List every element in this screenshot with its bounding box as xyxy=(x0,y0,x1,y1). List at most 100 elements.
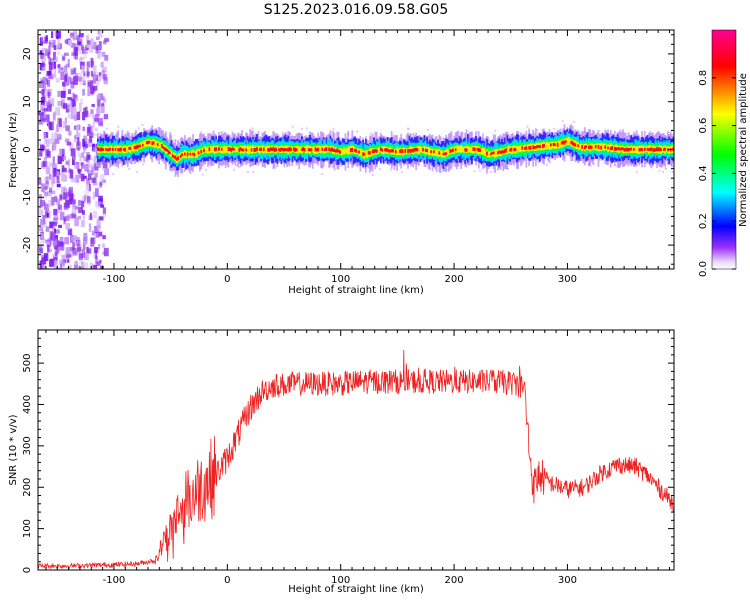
noise-speckle xyxy=(78,32,84,38)
band-speckle xyxy=(536,129,539,132)
spectral-band-cell xyxy=(166,148,169,152)
spectral-band-cell xyxy=(140,141,143,149)
spectral-band-cell xyxy=(601,143,604,150)
noise-speckle xyxy=(70,111,76,120)
noise-speckle xyxy=(90,125,93,135)
spectral-band-cell xyxy=(575,141,578,149)
spectral-band-cell xyxy=(632,148,635,151)
noise-speckle xyxy=(76,132,81,138)
spectral-band-cell xyxy=(577,144,579,148)
noise-speckle xyxy=(54,138,60,144)
spectrogram-xlabel: Height of straight line (km) xyxy=(288,285,424,296)
spectral-band-cell xyxy=(562,140,564,145)
noise-speckle xyxy=(51,31,54,39)
noise-speckle xyxy=(80,173,85,182)
spectral-band-cell xyxy=(396,147,399,156)
spectral-band-cell xyxy=(294,147,296,152)
spectral-band-cell xyxy=(604,145,607,149)
noise-speckle xyxy=(103,114,109,120)
noise-speckle xyxy=(57,106,61,116)
band-speckle xyxy=(379,167,382,170)
noise-speckle xyxy=(58,224,62,228)
noise-speckle xyxy=(77,239,81,246)
spectral-band-cell xyxy=(234,147,237,153)
noise-speckle xyxy=(51,98,55,105)
band-speckle xyxy=(494,129,497,132)
spectral-band-cell xyxy=(544,143,547,150)
spectral-band-cell xyxy=(639,148,642,152)
spectral-band-cell xyxy=(343,147,345,155)
spectral-band-cell xyxy=(152,141,155,145)
noise-speckle xyxy=(48,248,53,253)
noise-speckle xyxy=(93,147,98,153)
spectral-band-cell xyxy=(126,146,129,152)
spectral-band-cell xyxy=(434,149,437,157)
noise-speckle xyxy=(59,236,64,246)
spectral-band-cell xyxy=(325,147,328,151)
spectral-band-cell xyxy=(163,147,166,151)
noise-speckle xyxy=(97,99,101,108)
y-tick-label: 100 xyxy=(22,519,33,538)
noise-speckle xyxy=(40,40,46,44)
noise-speckle xyxy=(46,48,50,52)
spectral-band-cell xyxy=(267,148,269,152)
noise-speckle xyxy=(47,238,53,246)
noise-speckle xyxy=(41,47,47,56)
noise-speckle xyxy=(57,100,62,106)
noise-speckle xyxy=(92,176,98,186)
noise-speckle xyxy=(79,102,82,112)
spectral-band-cell xyxy=(125,145,128,154)
noise-speckle xyxy=(48,99,52,108)
colorbar-ticks: 0.0 0.2 0.4 0.6 0.8 xyxy=(698,70,736,277)
spectral-band-cell xyxy=(466,146,469,153)
noise-speckle xyxy=(68,103,72,112)
spectral-band-cell xyxy=(522,145,525,152)
band-speckle xyxy=(300,127,303,130)
noise-speckle xyxy=(88,223,92,232)
spectral-band-cell xyxy=(117,148,120,152)
noise-speckle xyxy=(63,53,66,60)
noise-speckle xyxy=(69,143,74,152)
noise-speckle xyxy=(68,194,74,201)
band-speckle xyxy=(251,127,254,130)
spectral-band-cell xyxy=(588,145,590,149)
noise-speckle xyxy=(80,200,85,208)
noise-speckle xyxy=(94,188,99,197)
noise-speckle xyxy=(100,61,104,68)
noise-speckle xyxy=(74,163,79,169)
band-speckle xyxy=(234,164,237,167)
noise-speckle xyxy=(53,215,59,221)
noise-speckle xyxy=(90,70,94,77)
spectral-band-cell xyxy=(530,143,533,151)
spectral-band-cell xyxy=(311,146,314,153)
noise-speckle xyxy=(51,144,54,152)
snr-marks xyxy=(38,349,674,570)
noise-speckle xyxy=(67,96,72,101)
spectral-band-cell xyxy=(109,147,111,151)
noise-speckle xyxy=(45,35,48,42)
spectral-band-cell xyxy=(228,147,231,152)
noise-speckle xyxy=(67,228,73,236)
noise-speckle xyxy=(97,260,102,267)
band-speckle xyxy=(117,125,120,128)
spectral-band-cell xyxy=(256,147,258,151)
noise-speckle xyxy=(73,30,78,35)
noise-speckle xyxy=(50,133,55,141)
spectral-band-cell xyxy=(369,151,371,155)
noise-speckle xyxy=(54,252,58,257)
noise-speckle xyxy=(68,264,72,269)
spectral-band-cell xyxy=(560,141,563,145)
spectral-band-cell xyxy=(479,148,481,152)
noise-speckle xyxy=(39,194,42,199)
noise-speckle xyxy=(92,121,95,128)
spectral-band-cell xyxy=(626,147,628,152)
noise-speckle xyxy=(80,220,85,228)
spectral-band-cell xyxy=(381,148,384,152)
spectral-band-cell xyxy=(547,142,550,149)
noise-speckle xyxy=(93,247,99,253)
spectral-band-cell xyxy=(167,150,170,155)
spectral-band-cell xyxy=(128,146,131,150)
spectral-band-cell xyxy=(268,148,271,152)
noise-speckle xyxy=(87,88,91,97)
